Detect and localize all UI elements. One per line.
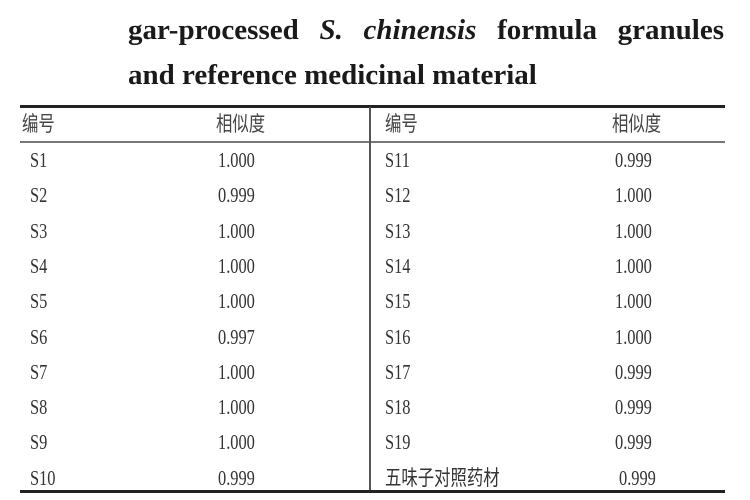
row-id-right: S19 [385, 430, 411, 455]
row-similarity-left: 1.000 [218, 218, 255, 243]
row-id-left: S7 [30, 359, 48, 384]
header-id-right: 编号 [385, 112, 418, 136]
row-similarity-left: 0.997 [218, 324, 255, 349]
row-similarity-right: 0.999 [619, 465, 656, 490]
caption-line-1: gar-processed S. chinensis formula granu… [128, 12, 724, 48]
row-id-right: S12 [385, 183, 411, 208]
row-similarity-right: 1.000 [615, 324, 652, 349]
row-id-left: S5 [30, 289, 48, 314]
table-top-rule [20, 105, 725, 108]
table-bottom-rule [20, 490, 725, 493]
header-similarity-right: 相似度 [612, 112, 662, 136]
caption-line-1-post: formula granules [476, 14, 724, 46]
row-id-left: S1 [30, 148, 48, 172]
row-id-left: S2 [30, 183, 48, 208]
row-similarity-left: 0.999 [218, 465, 255, 490]
row-similarity-right: 0.999 [615, 148, 652, 172]
row-similarity-left: 1.000 [218, 359, 255, 384]
row-id-right: S11 [385, 148, 410, 172]
row-id-right: S15 [385, 289, 411, 314]
header-id-left: 编号 [22, 112, 55, 136]
caption-species: S. chinensis [319, 14, 477, 46]
row-id-left: S4 [30, 253, 48, 278]
row-id-left: S6 [30, 324, 48, 349]
header-similarity-left: 相似度 [216, 112, 266, 136]
row-similarity-right: 1.000 [615, 289, 652, 314]
row-similarity-left: 1.000 [218, 395, 255, 420]
row-similarity-right: 0.999 [615, 430, 652, 455]
row-id-left: S9 [30, 430, 48, 455]
table-column-divider [369, 107, 371, 490]
caption-line-1-pre: gar-processed [128, 14, 320, 46]
row-similarity-left: 1.000 [218, 289, 255, 314]
row-id-left: S10 [30, 465, 56, 490]
row-similarity-right: 0.999 [615, 395, 652, 420]
row-id-right: S14 [385, 253, 411, 278]
row-id-right: S16 [385, 324, 411, 349]
row-similarity-left: 0.999 [218, 183, 255, 208]
row-similarity-left: 1.000 [218, 253, 255, 278]
row-similarity-right: 1.000 [615, 253, 652, 278]
row-similarity-left: 1.000 [218, 430, 255, 455]
row-similarity-right: 0.999 [615, 359, 652, 384]
row-similarity-right: 1.000 [615, 183, 652, 208]
row-id-right: S13 [385, 218, 411, 243]
caption-line-2: and reference medicinal material [128, 59, 537, 91]
row-id-right: S17 [385, 359, 411, 384]
row-similarity-left: 1.000 [218, 148, 255, 172]
row-id-right: 五味子对照药材 [385, 465, 500, 490]
row-similarity-right: 1.000 [615, 218, 652, 243]
row-id-left: S3 [30, 218, 48, 243]
row-id-left: S8 [30, 395, 48, 420]
row-id-right: S18 [385, 395, 411, 420]
table-header-rule [20, 141, 725, 143]
